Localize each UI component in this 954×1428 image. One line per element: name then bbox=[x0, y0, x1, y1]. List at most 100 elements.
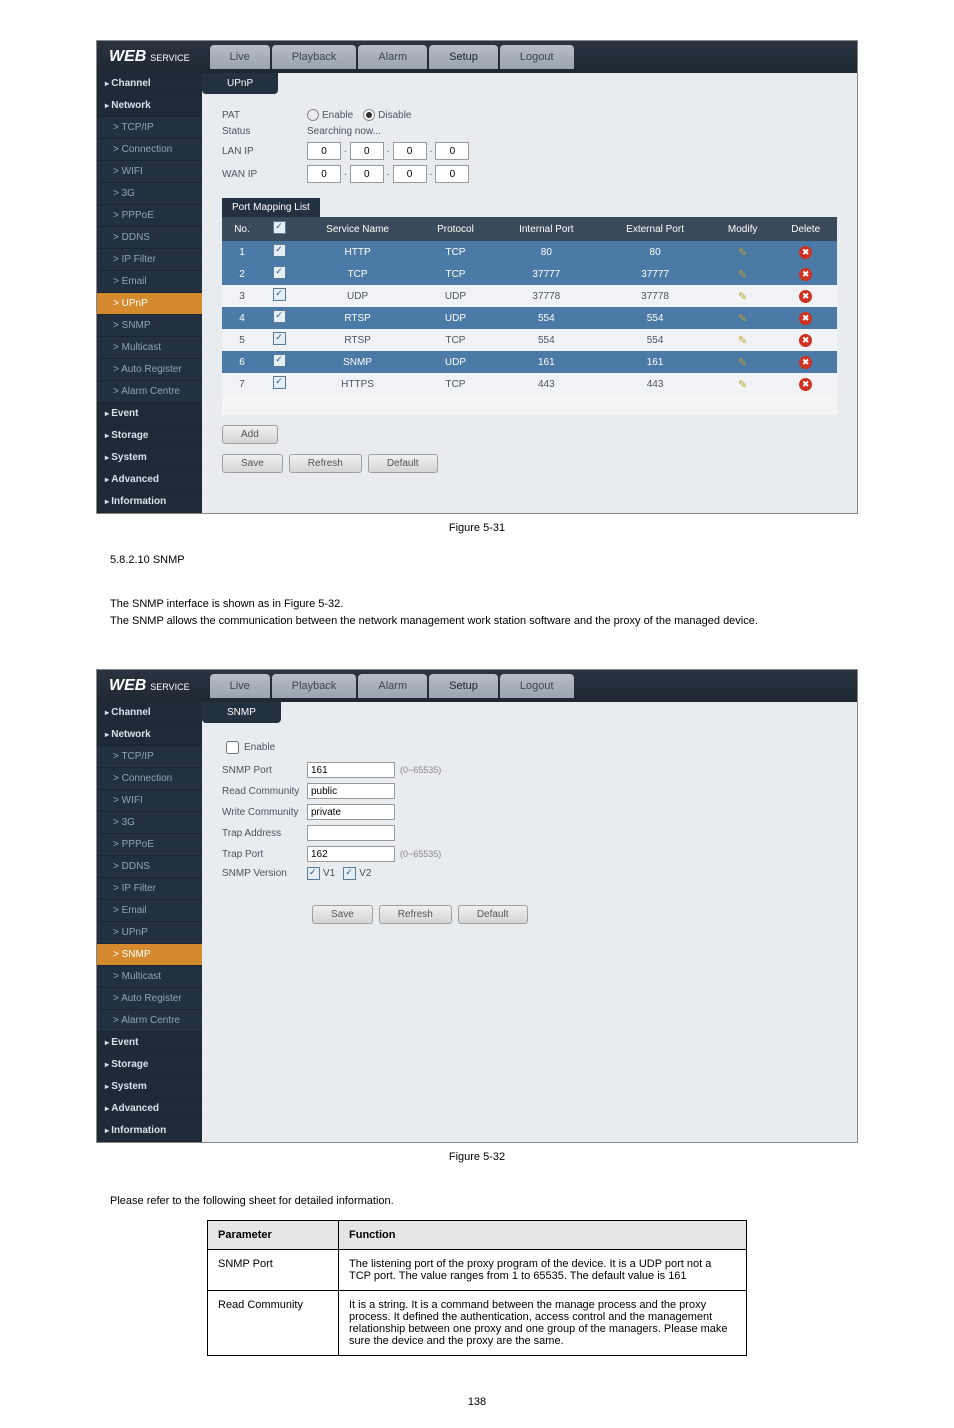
sidebar-cat-system[interactable]: System bbox=[97, 1076, 202, 1098]
sidebar-item-3g[interactable]: 3G bbox=[97, 183, 202, 205]
sidebar-item-ipfilter[interactable]: IP Filter bbox=[97, 878, 202, 900]
ip-input[interactable]: ... bbox=[307, 165, 469, 183]
tab-playback[interactable]: Playback bbox=[272, 45, 357, 69]
tab-logout[interactable]: Logout bbox=[500, 674, 574, 698]
tab-alarm[interactable]: Alarm bbox=[358, 45, 427, 69]
sidebar-item-email[interactable]: Email bbox=[97, 271, 202, 293]
delete-icon[interactable]: ✖ bbox=[799, 378, 812, 391]
delete-icon[interactable]: ✖ bbox=[799, 246, 812, 259]
tab-live[interactable]: Live bbox=[210, 45, 270, 69]
checkbox-row[interactable] bbox=[273, 332, 286, 345]
label: Trap Address bbox=[222, 828, 307, 839]
sidebar-cat-information[interactable]: Information bbox=[97, 491, 202, 513]
sidebar-item-multicast[interactable]: Multicast bbox=[97, 966, 202, 988]
sidebar-item-snmp[interactable]: SNMP bbox=[97, 315, 202, 337]
sidebar-item-tcpip[interactable]: TCP/IP bbox=[97, 746, 202, 768]
tab-logout[interactable]: Logout bbox=[500, 45, 574, 69]
modify-icon[interactable]: ✎ bbox=[738, 291, 747, 303]
sidebar-cat-network[interactable]: Network bbox=[97, 724, 202, 746]
checkbox-row[interactable] bbox=[273, 288, 286, 301]
label: Write Community bbox=[222, 807, 307, 818]
checkbox-row[interactable] bbox=[273, 376, 286, 389]
delete-icon[interactable]: ✖ bbox=[799, 334, 812, 347]
sidebar-item-alarmcentre[interactable]: Alarm Centre bbox=[97, 1010, 202, 1032]
tab-setup[interactable]: Setup bbox=[429, 674, 498, 698]
checkbox-v1[interactable] bbox=[307, 867, 320, 880]
sidebar-item-autoregister[interactable]: Auto Register bbox=[97, 988, 202, 1010]
input-writecommunity[interactable] bbox=[307, 804, 395, 820]
sidebar-cat-information[interactable]: Information bbox=[97, 1120, 202, 1142]
sidebar-cat-channel[interactable]: Channel bbox=[97, 702, 202, 724]
modify-icon[interactable]: ✎ bbox=[738, 269, 747, 281]
sidebar-cat-channel[interactable]: Channel bbox=[97, 73, 202, 95]
default-button[interactable]: Default bbox=[458, 905, 528, 924]
body-text: Please refer to the following sheet for … bbox=[110, 1193, 844, 1210]
checkbox-row[interactable] bbox=[273, 266, 286, 279]
label: SNMP Version bbox=[222, 868, 307, 879]
sidebar-cat-advanced[interactable]: Advanced bbox=[97, 469, 202, 491]
delete-icon[interactable]: ✖ bbox=[799, 312, 812, 325]
refresh-button[interactable]: Refresh bbox=[289, 454, 362, 473]
param-name: SNMP Port bbox=[208, 1249, 339, 1290]
tab-live[interactable]: Live bbox=[210, 674, 270, 698]
tab-setup[interactable]: Setup bbox=[429, 45, 498, 69]
sidebar-item-wifi[interactable]: WIFI bbox=[97, 790, 202, 812]
checkbox-v2[interactable] bbox=[343, 867, 356, 880]
sidebar-cat-event[interactable]: Event bbox=[97, 403, 202, 425]
save-button[interactable]: Save bbox=[222, 454, 283, 473]
sidebar-item-wifi[interactable]: WIFI bbox=[97, 161, 202, 183]
sidebar-item-alarmcentre[interactable]: Alarm Centre bbox=[97, 381, 202, 403]
sidebar-item-snmp[interactable]: SNMP bbox=[97, 944, 202, 966]
delete-icon[interactable]: ✖ bbox=[799, 290, 812, 303]
save-button[interactable]: Save bbox=[312, 905, 373, 924]
sidebar-cat-storage[interactable]: Storage bbox=[97, 1054, 202, 1076]
sidebar-cat-event[interactable]: Event bbox=[97, 1032, 202, 1054]
sidebar-cat-storage[interactable]: Storage bbox=[97, 425, 202, 447]
radio-enable[interactable] bbox=[307, 109, 319, 121]
sidebar-item-autoregister[interactable]: Auto Register bbox=[97, 359, 202, 381]
input-snmpport[interactable] bbox=[307, 762, 395, 778]
sidebar-item-ddns[interactable]: DDNS bbox=[97, 856, 202, 878]
figure-label-1: Figure 5-31 bbox=[20, 522, 934, 534]
label: WAN IP bbox=[222, 169, 307, 180]
sidebar-item-3g[interactable]: 3G bbox=[97, 812, 202, 834]
radio-disable[interactable] bbox=[363, 109, 375, 121]
checkbox-all[interactable] bbox=[273, 221, 286, 234]
input-trapaddress[interactable] bbox=[307, 825, 395, 841]
checkbox-row[interactable] bbox=[273, 244, 286, 257]
sidebar-cat-system[interactable]: System bbox=[97, 447, 202, 469]
sidebar-item-pppoe[interactable]: PPPoE bbox=[97, 205, 202, 227]
modify-icon[interactable]: ✎ bbox=[738, 335, 747, 347]
checkbox-row[interactable] bbox=[273, 354, 286, 367]
tab-playback[interactable]: Playback bbox=[272, 674, 357, 698]
sidebar-item-multicast[interactable]: Multicast bbox=[97, 337, 202, 359]
sidebar-item-pppoe[interactable]: PPPoE bbox=[97, 834, 202, 856]
modify-icon[interactable]: ✎ bbox=[738, 357, 747, 369]
sidebar-item-upnp[interactable]: UPnP bbox=[97, 922, 202, 944]
sidebar-item-upnp[interactable]: UPnP bbox=[97, 293, 202, 315]
input-readcommunity[interactable] bbox=[307, 783, 395, 799]
modify-icon[interactable]: ✎ bbox=[738, 313, 747, 325]
input-trapport[interactable] bbox=[307, 846, 395, 862]
checkbox-row[interactable] bbox=[273, 310, 286, 323]
sidebar-item-ddns[interactable]: DDNS bbox=[97, 227, 202, 249]
sidebar-cat-network[interactable]: Network bbox=[97, 95, 202, 117]
sidebar-item-connection[interactable]: Connection bbox=[97, 139, 202, 161]
sidebar-cat-advanced[interactable]: Advanced bbox=[97, 1098, 202, 1120]
label: Read Community bbox=[222, 786, 307, 797]
default-button[interactable]: Default bbox=[368, 454, 438, 473]
sidebar-item-email[interactable]: Email bbox=[97, 900, 202, 922]
enable-checkbox[interactable] bbox=[226, 741, 239, 754]
modify-icon[interactable]: ✎ bbox=[738, 247, 747, 259]
delete-icon[interactable]: ✖ bbox=[799, 268, 812, 281]
tab-alarm[interactable]: Alarm bbox=[358, 674, 427, 698]
ip-input[interactable]: ... bbox=[307, 142, 469, 160]
sidebar-item-tcpip[interactable]: TCP/IP bbox=[97, 117, 202, 139]
sidebar-item-connection[interactable]: Connection bbox=[97, 768, 202, 790]
refresh-button[interactable]: Refresh bbox=[379, 905, 452, 924]
modify-icon[interactable]: ✎ bbox=[738, 379, 747, 391]
delete-icon[interactable]: ✖ bbox=[799, 356, 812, 369]
sidebar-item-ipfilter[interactable]: IP Filter bbox=[97, 249, 202, 271]
add-button[interactable]: Add bbox=[222, 425, 278, 444]
param-desc: It is a string. It is a command between … bbox=[339, 1290, 747, 1355]
